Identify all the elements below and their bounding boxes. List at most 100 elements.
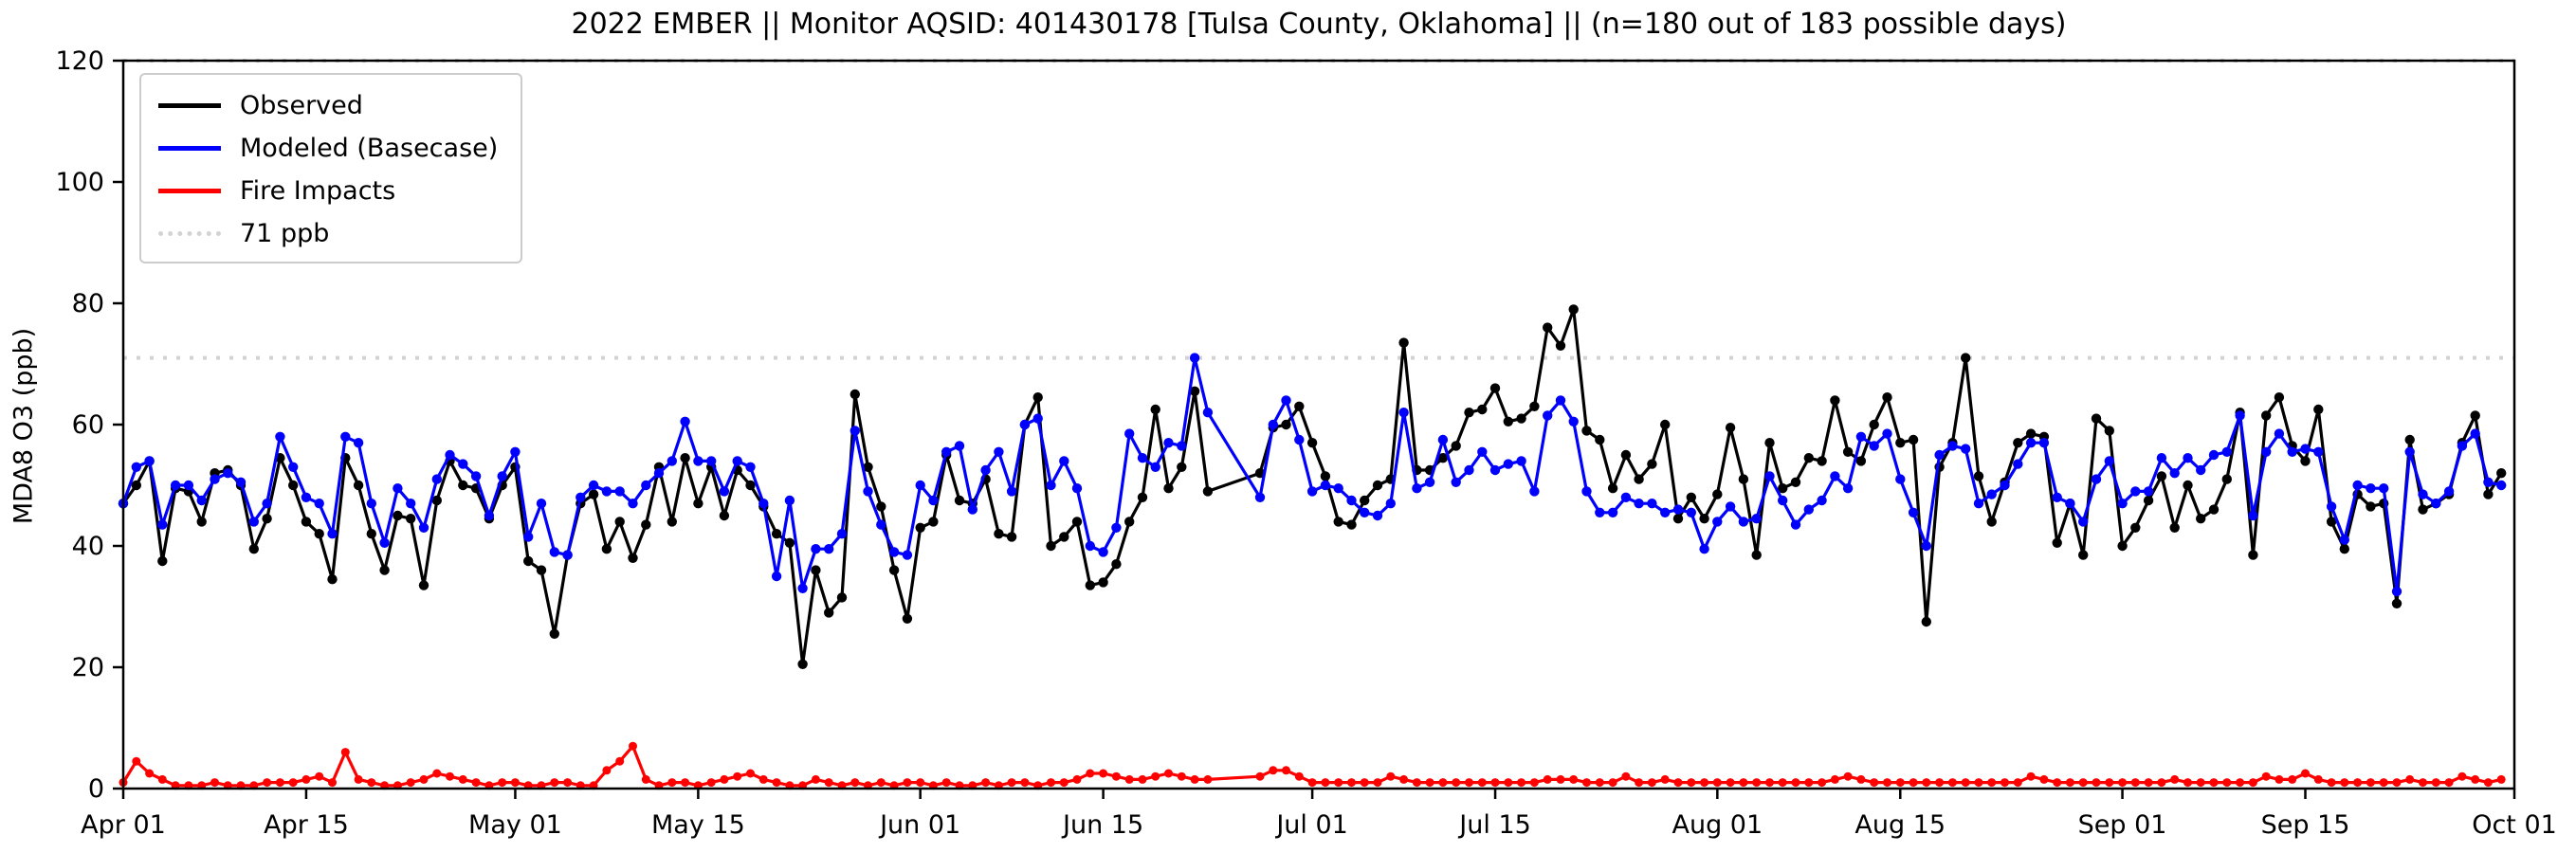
data-point [758,774,768,784]
data-point [2419,778,2427,788]
data-point [1202,408,1214,418]
data-point [2483,778,2493,788]
data-point [954,495,965,506]
data-point [797,583,808,593]
data-point [366,529,376,539]
data-point [2353,778,2363,788]
data-point [550,778,559,788]
data-point [1032,413,1043,424]
data-point [1764,438,1775,448]
data-point [1569,774,1579,784]
data-point [2496,774,2506,784]
data-point [2235,410,2245,421]
data-point [1490,778,1500,788]
data-point [262,499,272,509]
data-point [1072,774,1082,784]
data-point [1203,774,1213,784]
data-point [1529,778,1539,788]
data-point [1568,416,1579,426]
data-point [1686,507,1697,517]
data-point [1778,778,1787,788]
data-point [850,426,860,436]
data-point [2340,778,2349,788]
data-point [1085,540,1096,552]
data-point [1138,774,1147,784]
data-point [1151,771,1160,781]
data-point [2052,537,2062,548]
data-point [1555,395,1566,406]
data-point [1908,507,1919,517]
data-point [2275,774,2284,784]
data-point [2091,413,2102,424]
data-point [2457,771,2467,781]
data-point [1451,441,1461,451]
data-point [1503,416,1514,426]
data-point [1086,769,1095,778]
x-tick-label: Apr 01 [81,810,166,840]
series-modeled-basecase- [118,353,2507,597]
data-point [1399,774,1409,784]
legend-item-modeled: Modeled (Basecase) [158,133,498,163]
data-point [1922,778,1931,788]
data-point [1085,580,1096,590]
data-point [1516,413,1526,424]
data-point [2326,501,2337,512]
data-point [1465,778,1473,788]
data-point [1726,778,1735,788]
data-point [888,565,900,575]
data-point [183,480,194,491]
data-point [484,510,495,521]
data-point [2078,517,2089,527]
data-point [1608,778,1617,788]
data-point [1047,778,1055,788]
data-point [2183,453,2193,463]
data-point [1294,771,1304,781]
x-tick-label: Jul 01 [1274,810,1348,840]
data-point [2130,778,2140,788]
data-point [418,580,429,590]
data-point [641,519,651,530]
data-point [1934,449,1945,461]
data-point [1307,778,1317,788]
data-point [2391,586,2402,597]
data-point [1803,453,1815,463]
data-point [235,477,247,487]
data-point [1673,778,1683,788]
data-point [1306,486,1318,497]
data-point [1347,778,1356,788]
data-point [2026,771,2036,781]
data-point [1947,778,1957,788]
data-point [784,537,795,548]
data-point [144,456,155,466]
data-point [1882,428,1892,439]
data-point [824,544,834,554]
data-point [2196,464,2206,476]
data-point [2196,514,2206,524]
data-point [301,517,312,527]
data-point [1006,486,1017,497]
data-point [811,774,820,784]
data-point [1700,778,1709,788]
data-point [288,462,299,472]
data-point [1751,514,1762,524]
data-point [2391,598,2402,608]
data-point [681,778,690,788]
data-point [771,529,782,539]
data-point [2379,483,2389,494]
data-point [2196,778,2205,788]
data-point [1974,778,1983,788]
data-point [628,553,638,563]
data-point [824,778,833,788]
data-point [498,778,507,788]
data-point [510,446,521,457]
data-point [2157,778,2166,788]
data-point [1504,778,1513,788]
data-point [1738,517,1749,527]
data-point [1529,401,1540,411]
data-point [1634,499,1644,509]
data-point [1006,532,1017,542]
data-point [941,778,951,788]
data-point [458,480,468,491]
data-point [1961,444,1971,454]
data-point [941,446,952,457]
